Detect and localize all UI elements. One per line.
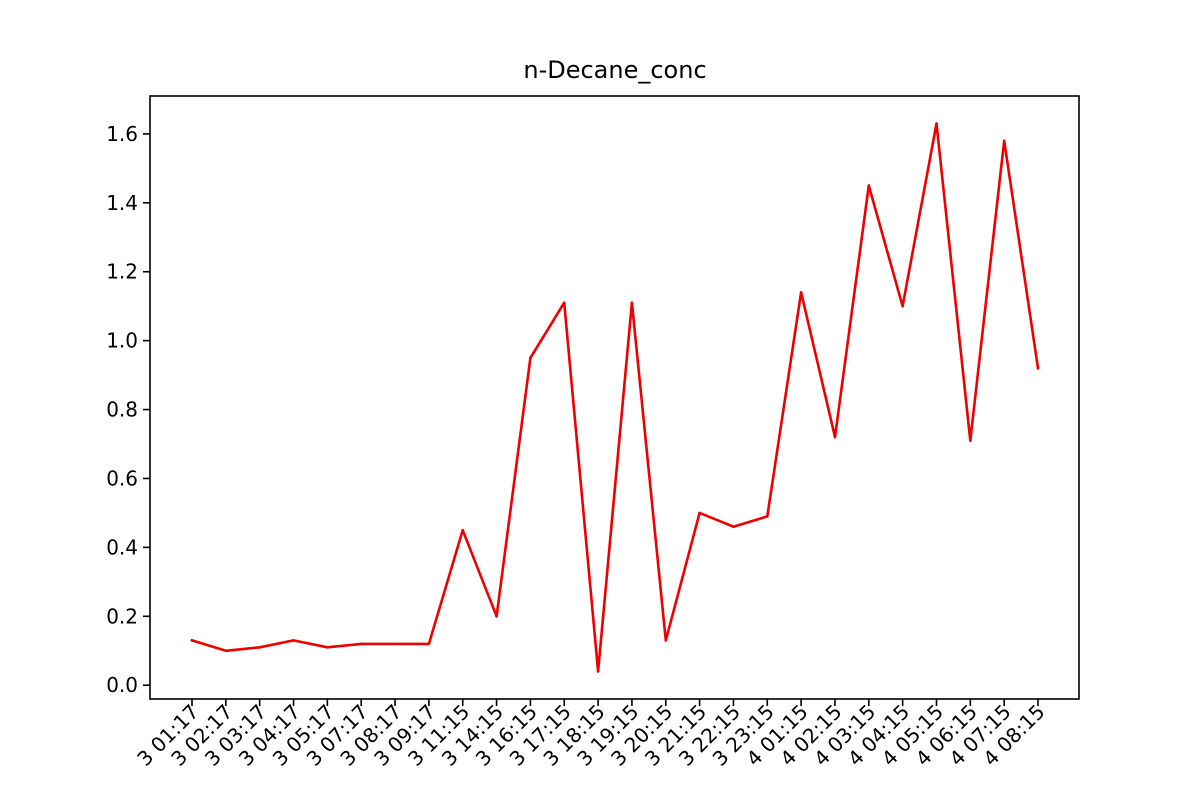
data-point	[664, 639, 668, 642]
data-point	[935, 122, 938, 125]
y-tick-label: 1.4	[106, 191, 138, 215]
data-point	[359, 642, 363, 646]
data-point	[698, 511, 701, 515]
data-point	[901, 304, 904, 308]
data-point	[495, 615, 498, 618]
data-point	[799, 291, 803, 294]
data-point	[732, 525, 735, 529]
y-tick-label: 0.6	[106, 466, 138, 490]
chart-title: n-Decane_conc	[523, 56, 706, 84]
data-point	[969, 439, 972, 442]
data-point	[765, 515, 769, 518]
data-point	[1036, 366, 1040, 370]
y-axis: 0.0 0.2 0.4 0.6 0.8 1.0 1.2 1.4 1.6	[106, 122, 150, 697]
y-tick-label: 1.0	[106, 329, 138, 353]
y-tick-label: 0.4	[106, 535, 138, 559]
data-point	[562, 301, 566, 305]
data-point	[596, 670, 600, 673]
data-point	[393, 642, 397, 646]
y-tick-label: 0.8	[106, 398, 138, 422]
data-point	[630, 301, 634, 305]
data-point	[867, 184, 871, 187]
y-tick-label: 1.6	[106, 122, 138, 146]
y-tick-label: 0.0	[106, 673, 138, 697]
data-point	[833, 435, 837, 439]
data-point	[190, 639, 194, 642]
data-point	[258, 646, 261, 649]
data-point	[292, 639, 295, 642]
y-tick-label: 0.2	[106, 604, 138, 628]
data-point	[461, 528, 465, 532]
plot-area-frame	[149, 95, 1080, 700]
data-point	[529, 356, 532, 360]
y-tick-label: 1.2	[106, 260, 138, 284]
data-point	[427, 642, 431, 646]
x-axis: 3 01:173 02:173 03:173 04:173 05:173 07:…	[132, 699, 1050, 771]
data-point	[1002, 139, 1006, 143]
data-point	[224, 649, 228, 653]
series-layer	[190, 122, 1040, 673]
series-line	[190, 122, 1040, 673]
data-point	[326, 646, 329, 649]
